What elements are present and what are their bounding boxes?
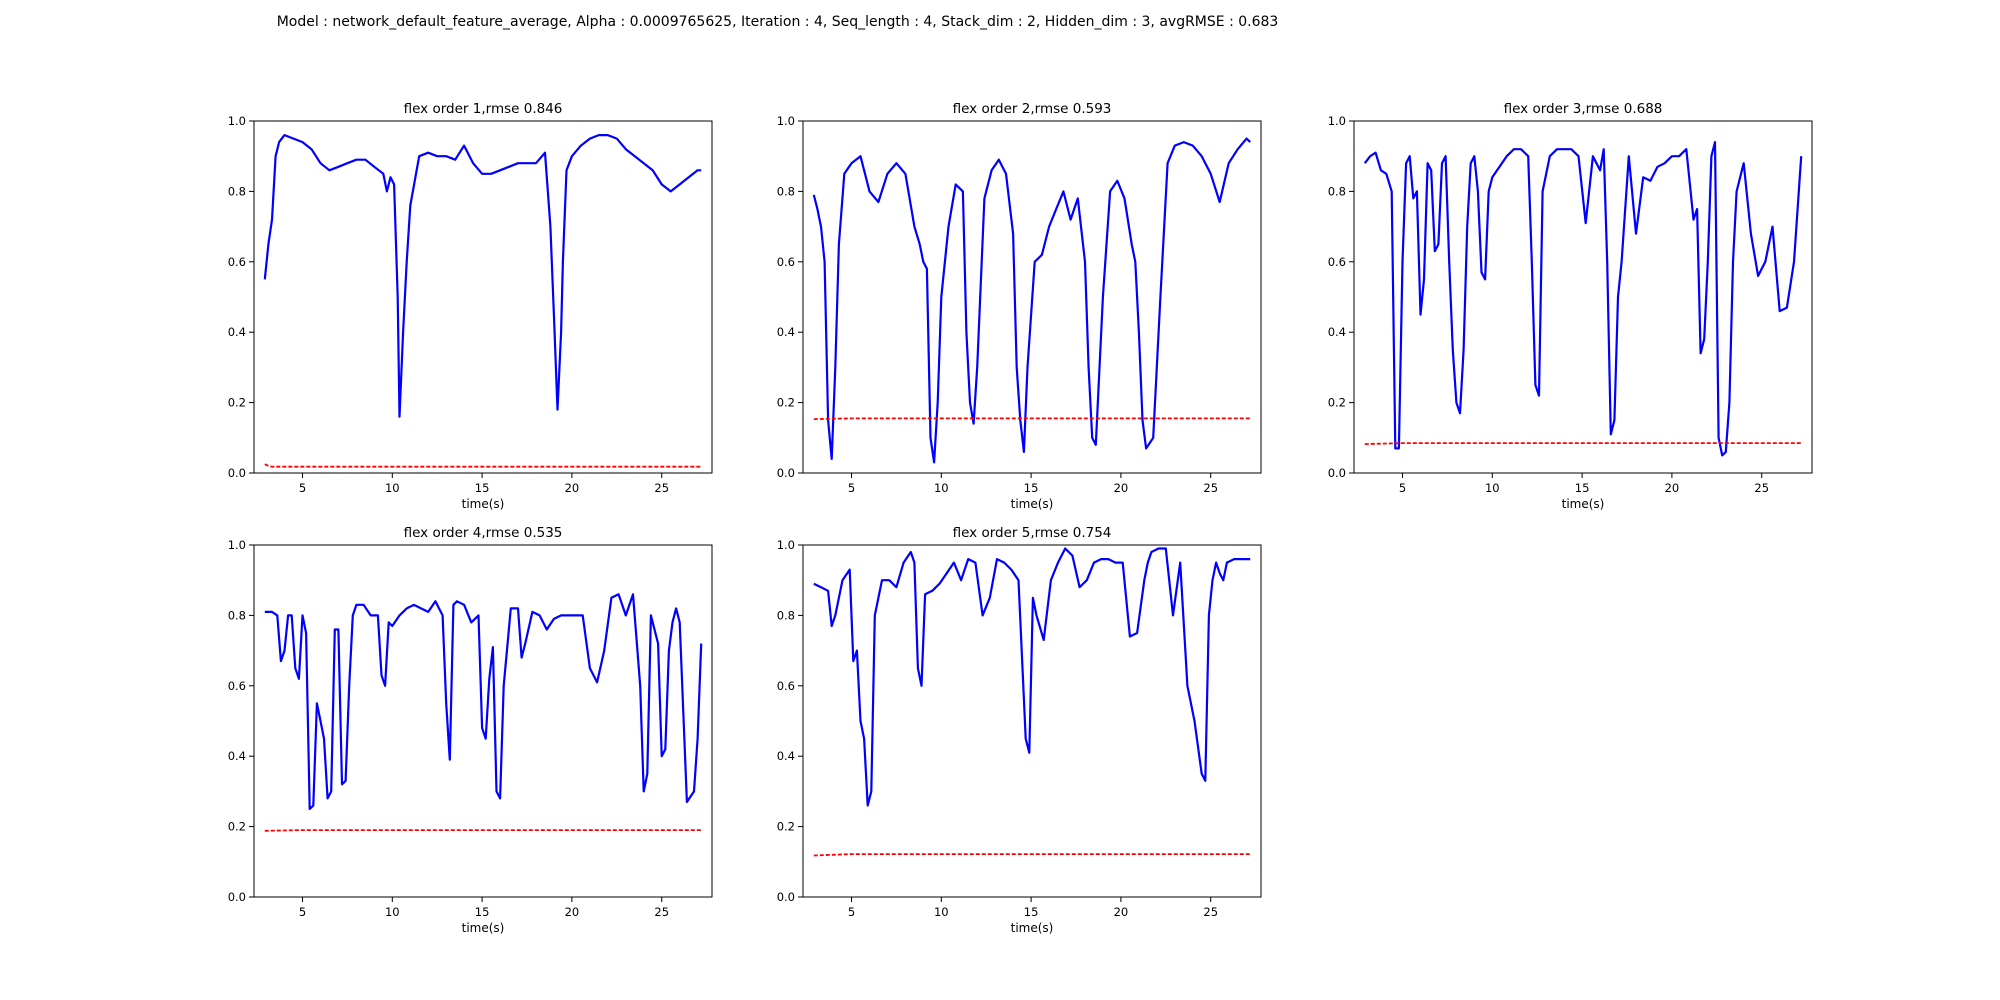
subplot-title: flex order 4,rmse 0.535 xyxy=(404,525,563,541)
x-tick-label: 25 xyxy=(1203,905,1218,919)
x-tick-label: 5 xyxy=(299,905,306,919)
y-tick-label: 1.0 xyxy=(228,538,246,552)
x-tick-label: 20 xyxy=(565,905,580,919)
series-line-blue xyxy=(1363,141,1803,457)
subplot-1: 5 10 15 20 25 0.0 0.2 0.4 0.6 0.8 1.0 flex order 1,… xyxy=(228,101,713,511)
y-tick-label: 1.0 xyxy=(777,538,795,552)
axes-frame xyxy=(1353,120,1813,474)
x-tick-label: 5 xyxy=(848,481,855,495)
x-tick-label: 10 xyxy=(385,905,400,919)
x-tick-label: 20 xyxy=(565,481,580,495)
axes-frame xyxy=(802,544,1262,898)
series-line-red-dashed xyxy=(264,829,702,832)
subplot-title: flex order 5,rmse 0.754 xyxy=(953,525,1112,541)
y-tick-label: 0.2 xyxy=(228,396,246,410)
y-tick-label: 0.4 xyxy=(228,325,246,339)
y-tick-label: 0.2 xyxy=(777,396,795,410)
y-tick-label: 0.4 xyxy=(228,749,246,763)
x-tick-label: 10 xyxy=(1485,481,1500,495)
axes-frame xyxy=(802,120,1262,474)
y-tick-label: 0.6 xyxy=(777,679,795,693)
x-axis-label: time(s) xyxy=(462,497,505,511)
x-tick-label: 25 xyxy=(654,481,669,495)
x-tick-label: 15 xyxy=(475,481,490,495)
x-tick-label: 20 xyxy=(1114,905,1129,919)
series-line-blue xyxy=(813,547,1251,807)
y-tick-label: 1.0 xyxy=(777,114,795,128)
x-tick-label: 5 xyxy=(848,905,855,919)
x-tick-label: 25 xyxy=(1754,481,1769,495)
y-tick-label: 0.8 xyxy=(228,608,246,622)
y-tick-label: 0.2 xyxy=(228,820,246,834)
x-axis-label: time(s) xyxy=(462,921,505,935)
subplot-title: flex order 1,rmse 0.846 xyxy=(404,101,563,117)
subplot-title: flex order 3,rmse 0.688 xyxy=(1504,101,1663,117)
y-tick-label: 0.0 xyxy=(777,466,795,480)
x-tick-label: 10 xyxy=(934,905,949,919)
x-axis-label: time(s) xyxy=(1562,497,1605,511)
series-line-blue xyxy=(812,137,1251,464)
x-axis-label: time(s) xyxy=(1011,497,1054,511)
subplot-5: 5 10 15 20 25 0.0 0.2 0.4 0.6 0.8 1.0 flex order 5,… xyxy=(777,525,1262,935)
y-tick-label: 1.0 xyxy=(1328,114,1346,128)
axes-frame xyxy=(253,544,713,898)
subplot-3: 5 10 15 20 25 0.0 0.2 0.4 0.6 0.8 1.0 flex order 3,… xyxy=(1328,101,1813,511)
x-tick-label: 10 xyxy=(934,481,949,495)
y-tick-label: 0.8 xyxy=(228,184,246,198)
x-tick-label: 15 xyxy=(1024,481,1039,495)
series-line-blue xyxy=(263,134,702,418)
y-tick-label: 0.4 xyxy=(777,325,795,339)
series-line-blue xyxy=(264,593,703,811)
y-tick-label: 0.6 xyxy=(777,255,795,269)
series-line-red-dashed xyxy=(813,853,1251,857)
x-tick-label: 15 xyxy=(1024,905,1039,919)
axes-frame xyxy=(253,120,713,474)
y-tick-label: 0.4 xyxy=(777,749,795,763)
y-tick-label: 0.6 xyxy=(1328,255,1346,269)
series-line-red-dashed xyxy=(813,417,1251,420)
x-tick-label: 25 xyxy=(654,905,669,919)
y-tick-label: 0.8 xyxy=(777,608,795,622)
y-tick-label: 0.6 xyxy=(228,679,246,693)
series-line-red-dashed xyxy=(1364,442,1802,445)
x-axis-label: time(s) xyxy=(1011,921,1054,935)
y-tick-label: 0.4 xyxy=(1328,325,1346,339)
y-tick-label: 0.0 xyxy=(228,890,246,904)
figure-suptitle: Model : network_default_feature_average,… xyxy=(276,14,1279,30)
y-tick-label: 0.6 xyxy=(228,255,246,269)
y-tick-label: 0.0 xyxy=(1328,466,1346,480)
x-tick-label: 20 xyxy=(1665,481,1680,495)
series-line-red-dashed xyxy=(264,463,702,468)
x-tick-label: 20 xyxy=(1114,481,1129,495)
y-tick-label: 0.8 xyxy=(777,184,795,198)
x-tick-label: 5 xyxy=(1399,481,1406,495)
y-tick-label: 0.8 xyxy=(1328,184,1346,198)
subplot-title: flex order 2,rmse 0.593 xyxy=(953,101,1112,117)
subplot-4: 5 10 15 20 25 0.0 0.2 0.4 0.6 0.8 1.0 flex order 4,… xyxy=(228,525,713,935)
y-tick-label: 0.2 xyxy=(1328,396,1346,410)
x-tick-label: 15 xyxy=(1575,481,1590,495)
x-tick-label: 25 xyxy=(1203,481,1218,495)
y-tick-label: 0.2 xyxy=(777,820,795,834)
y-tick-label: 1.0 xyxy=(228,114,246,128)
subplot-2: 5 10 15 20 25 0.0 0.2 0.4 0.6 0.8 1.0 flex order 2,… xyxy=(777,101,1262,511)
x-tick-label: 5 xyxy=(299,481,306,495)
y-tick-label: 0.0 xyxy=(228,466,246,480)
y-tick-label: 0.0 xyxy=(777,890,795,904)
x-tick-label: 10 xyxy=(385,481,400,495)
x-tick-label: 15 xyxy=(475,905,490,919)
